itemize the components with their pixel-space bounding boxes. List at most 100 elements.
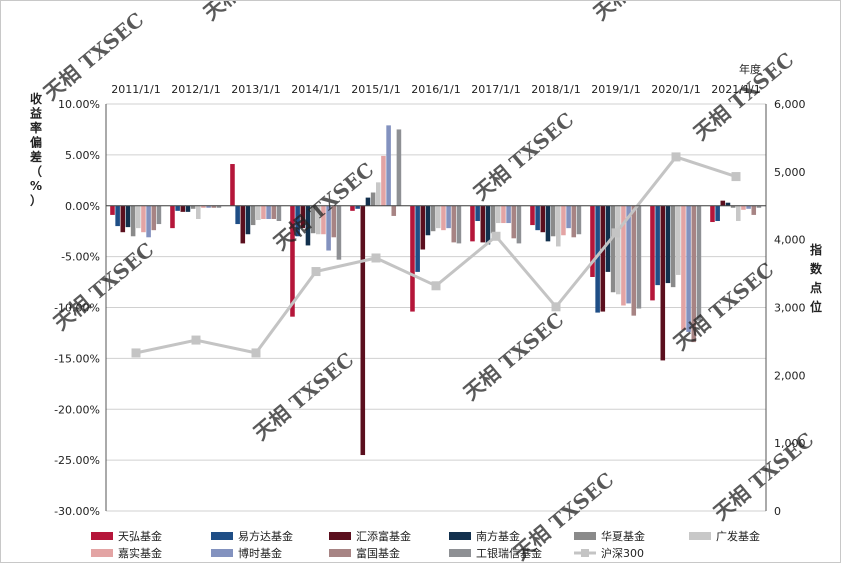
watermark-text: 天相 TXSEC bbox=[459, 307, 569, 404]
bar bbox=[655, 205, 660, 286]
bar bbox=[115, 205, 120, 227]
bar bbox=[240, 205, 246, 244]
line-series bbox=[135, 155, 737, 355]
watermark-text: 天相 TXSEC bbox=[589, 1, 699, 25]
line-point bbox=[371, 253, 381, 263]
bar bbox=[430, 205, 436, 232]
bar bbox=[480, 205, 486, 243]
bar bbox=[300, 205, 306, 229]
bar bbox=[756, 205, 762, 208]
legend-swatch bbox=[574, 532, 596, 540]
bar bbox=[415, 205, 420, 272]
line-point bbox=[131, 348, 141, 358]
legend-label: 华夏基金 bbox=[601, 529, 645, 543]
left-tick-label: 10.00% bbox=[58, 98, 100, 111]
legend-swatch-marker bbox=[581, 549, 589, 557]
category-label: 2011/1/1 bbox=[111, 83, 160, 96]
category-label: 2015/1/1 bbox=[351, 83, 400, 96]
bar bbox=[670, 205, 676, 288]
bar bbox=[360, 205, 366, 456]
left-tick-label: 5.00% bbox=[65, 149, 100, 162]
watermark-text: 天相 TXSEC bbox=[709, 427, 819, 524]
bar bbox=[566, 205, 571, 229]
left-tick-label: 0.00% bbox=[65, 200, 100, 213]
bar bbox=[456, 205, 462, 244]
right-tick-label: 6,000 bbox=[774, 98, 806, 111]
bar bbox=[681, 205, 686, 330]
bar bbox=[201, 205, 206, 208]
bar bbox=[295, 205, 300, 237]
bar bbox=[316, 205, 321, 235]
category-label: 2019/1/1 bbox=[591, 83, 640, 96]
bar bbox=[571, 205, 577, 238]
bar bbox=[436, 205, 441, 229]
bar bbox=[321, 205, 326, 235]
bar bbox=[741, 205, 746, 210]
line-point bbox=[491, 231, 501, 241]
bar bbox=[626, 205, 631, 304]
bar bbox=[511, 205, 517, 239]
bar bbox=[516, 205, 522, 244]
bar bbox=[490, 205, 496, 234]
bar bbox=[501, 205, 506, 224]
line-point bbox=[611, 228, 621, 238]
bar bbox=[600, 205, 606, 312]
bar bbox=[725, 202, 731, 206]
line-point bbox=[671, 152, 681, 162]
bar bbox=[391, 205, 397, 216]
category-label: 2013/1/1 bbox=[231, 83, 280, 96]
bar bbox=[355, 205, 360, 209]
bar bbox=[475, 205, 480, 222]
bar bbox=[576, 205, 582, 235]
bar bbox=[386, 125, 391, 206]
watermark-text: 天相 TXSEC bbox=[249, 347, 359, 444]
bar bbox=[530, 205, 535, 226]
bar bbox=[376, 182, 381, 206]
bar bbox=[125, 205, 131, 228]
category-label: 2016/1/1 bbox=[411, 83, 460, 96]
bar bbox=[350, 205, 355, 211]
category-label: 2012/1/1 bbox=[171, 83, 220, 96]
category-label: 2014/1/1 bbox=[291, 83, 340, 96]
left-tick-label: -5.00% bbox=[61, 251, 100, 264]
legend-swatch bbox=[449, 549, 471, 557]
legend-label: 富国基金 bbox=[356, 546, 400, 560]
right-tick-label: 0 bbox=[774, 505, 781, 518]
bar bbox=[266, 205, 271, 219]
legend-swatch bbox=[329, 549, 351, 557]
category-label: 2021/1/1 bbox=[711, 83, 760, 96]
bar bbox=[736, 205, 741, 222]
bar bbox=[196, 205, 201, 219]
right-axis-title: 指数点位 bbox=[810, 242, 823, 314]
bar bbox=[235, 205, 240, 225]
watermark-text: 天相 TXSEC bbox=[469, 107, 579, 204]
bar bbox=[146, 205, 151, 238]
bar bbox=[245, 205, 251, 235]
right-tick-label: 3,000 bbox=[774, 302, 806, 315]
line-point bbox=[431, 281, 441, 291]
bar bbox=[441, 205, 446, 231]
bar bbox=[381, 155, 386, 206]
bar bbox=[170, 205, 175, 229]
legend-label: 南方基金 bbox=[476, 529, 520, 543]
bar bbox=[691, 205, 697, 343]
bar bbox=[746, 205, 751, 209]
legend-label: 博时基金 bbox=[238, 546, 282, 560]
legend-label: 广发基金 bbox=[716, 529, 760, 543]
bar bbox=[540, 205, 546, 233]
bar bbox=[605, 205, 611, 272]
bar bbox=[130, 205, 136, 237]
bar bbox=[180, 205, 186, 212]
bar bbox=[545, 205, 551, 242]
legend-label: 易方达基金 bbox=[238, 529, 293, 543]
legend-label: 沪深300 bbox=[601, 546, 644, 560]
bar bbox=[650, 205, 655, 301]
grid-layer bbox=[106, 103, 766, 512]
bar bbox=[256, 205, 261, 220]
bar bbox=[660, 205, 666, 361]
right-tick-label: 1,000 bbox=[774, 437, 806, 450]
legend-label: 汇添富基金 bbox=[356, 529, 411, 543]
bar bbox=[151, 205, 157, 231]
